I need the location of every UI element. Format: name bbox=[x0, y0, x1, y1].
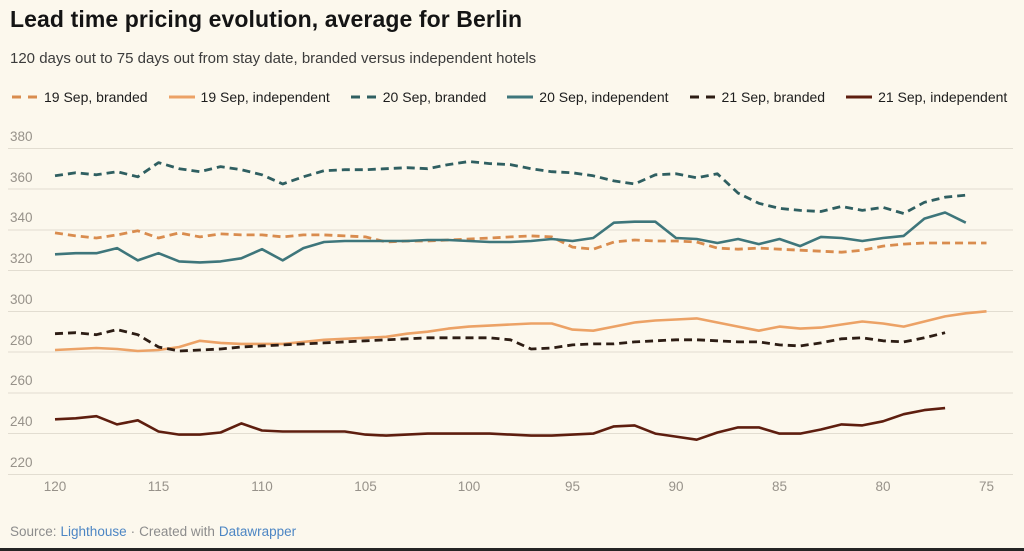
y-axis-label-260: 260 bbox=[10, 373, 33, 389]
legend-item-20-sep-branded: 20 Sep, branded bbox=[350, 89, 487, 105]
legend-swatch-20-sep-branded bbox=[350, 95, 377, 99]
series-line-19-sep-independent[interactable] bbox=[54, 310, 987, 353]
x-axis-label-90: 90 bbox=[668, 479, 684, 494]
footer-separator: · bbox=[130, 524, 136, 539]
legend-label-21-sep-branded: 21 Sep, branded bbox=[721, 89, 826, 105]
legend-swatch-21-sep-branded bbox=[689, 95, 716, 99]
legend-label-20-sep-independent: 20 Sep, independent bbox=[539, 89, 669, 105]
legend-swatch-20-sep-independent bbox=[507, 95, 534, 99]
series-line-21-sep-branded[interactable] bbox=[54, 328, 946, 353]
legend-item-19-sep-independent: 19 Sep, independent bbox=[168, 89, 330, 105]
footer-source-label: Source: bbox=[10, 524, 57, 539]
footer-created-label: Created with bbox=[139, 524, 215, 539]
x-axis-label-75: 75 bbox=[978, 479, 995, 494]
legend-item-21-sep-independent: 21 Sep, independent bbox=[846, 89, 1007, 105]
legend-item-19-sep-branded: 19 Sep, branded bbox=[12, 89, 148, 105]
x-axis-label-80: 80 bbox=[875, 479, 891, 494]
chart-title: Lead time pricing evolution, average for… bbox=[10, 6, 523, 32]
footer-created-link[interactable]: Datawrapper bbox=[218, 524, 297, 539]
bottom-border bbox=[0, 548, 1024, 551]
legend-swatch-19-sep-branded bbox=[12, 95, 38, 99]
chart-subtitle: 120 days out to 75 days out from stay da… bbox=[10, 50, 537, 67]
y-axis-label-320: 320 bbox=[10, 251, 33, 267]
footer-source-link[interactable]: Lighthouse bbox=[60, 524, 127, 539]
x-axis-label-85: 85 bbox=[771, 479, 788, 494]
legend-swatch-19-sep-independent bbox=[168, 95, 195, 99]
y-axis-label-220: 220 bbox=[10, 454, 33, 470]
legend-label-20-sep-branded: 20 Sep, branded bbox=[382, 89, 487, 105]
y-axis-label-340: 340 bbox=[10, 210, 33, 226]
series-line-19-sep-branded[interactable] bbox=[54, 229, 987, 254]
footer: Source: Lighthouse · Created with Datawr… bbox=[10, 524, 296, 539]
y-axis-label-360: 360 bbox=[10, 169, 33, 185]
series-line-20-sep-independent[interactable] bbox=[54, 211, 967, 264]
series-line-20-sep-branded[interactable] bbox=[54, 160, 966, 215]
x-axis-label-120: 120 bbox=[43, 479, 67, 494]
chart-plot-area[interactable] bbox=[0, 0, 1024, 510]
legend-item-20-sep-independent: 20 Sep, independent bbox=[507, 89, 669, 105]
legend-item-21-sep-branded: 21 Sep, branded bbox=[689, 89, 826, 105]
legend-swatch-21-sep-independent bbox=[846, 95, 873, 99]
y-axis-label-300: 300 bbox=[10, 291, 33, 307]
legend-label-21-sep-independent: 21 Sep, independent bbox=[878, 89, 1008, 105]
legend-label-19-sep-branded: 19 Sep, branded bbox=[44, 89, 148, 105]
x-axis-label-110: 110 bbox=[251, 479, 273, 494]
y-axis-label-380: 380 bbox=[10, 128, 33, 144]
x-axis-label-100: 100 bbox=[457, 479, 481, 494]
series-line-21-sep-independent[interactable] bbox=[54, 406, 946, 441]
legend-label-19-sep-independent: 19 Sep, independent bbox=[200, 89, 330, 105]
x-axis-label-115: 115 bbox=[147, 479, 170, 494]
legend: 19 Sep, branded 19 Sep, independent 20 Sep… bbox=[12, 89, 1007, 105]
y-axis-label-240: 240 bbox=[10, 414, 33, 430]
x-axis-label-95: 95 bbox=[564, 479, 581, 494]
y-axis-label-280: 280 bbox=[10, 332, 33, 348]
x-axis-label-105: 105 bbox=[354, 479, 377, 494]
